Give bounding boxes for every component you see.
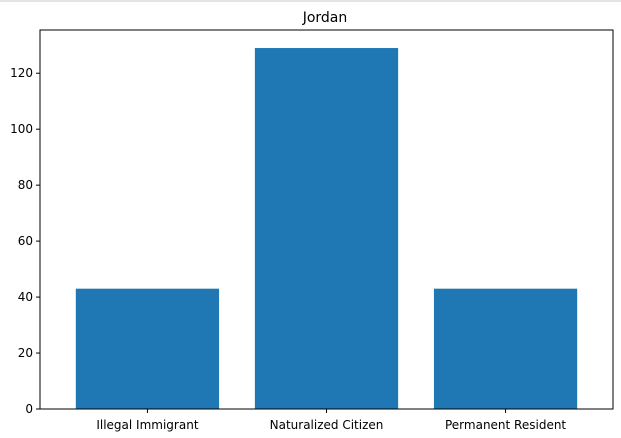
- y-tick-label: 60: [18, 234, 33, 248]
- y-tick-label: 100: [10, 122, 33, 136]
- y-tick-label: 80: [18, 178, 33, 192]
- y-axis: 0 20 40 60 80 100 120: [10, 66, 40, 416]
- x-tick-label: Illegal Immigrant: [96, 418, 198, 432]
- x-tick-label: Naturalized Citizen: [270, 418, 384, 432]
- y-tick-label: 20: [18, 346, 33, 360]
- bar-permanent-resident: [433, 288, 578, 409]
- plot-frame: [39, 29, 614, 410]
- bar-naturalized-citizen: [254, 48, 399, 410]
- y-tick-label: 40: [18, 290, 33, 304]
- y-tick-label: 120: [10, 66, 33, 80]
- x-tick-label: Permanent Resident: [445, 418, 566, 432]
- y-tick-label: 0: [25, 402, 33, 416]
- x-axis: Illegal Immigrant Naturalized Citizen Perm…: [96, 409, 566, 432]
- bars-group: [75, 48, 578, 410]
- bar-illegal-immigrant: [75, 288, 220, 409]
- chart-title: Jordan: [302, 10, 348, 26]
